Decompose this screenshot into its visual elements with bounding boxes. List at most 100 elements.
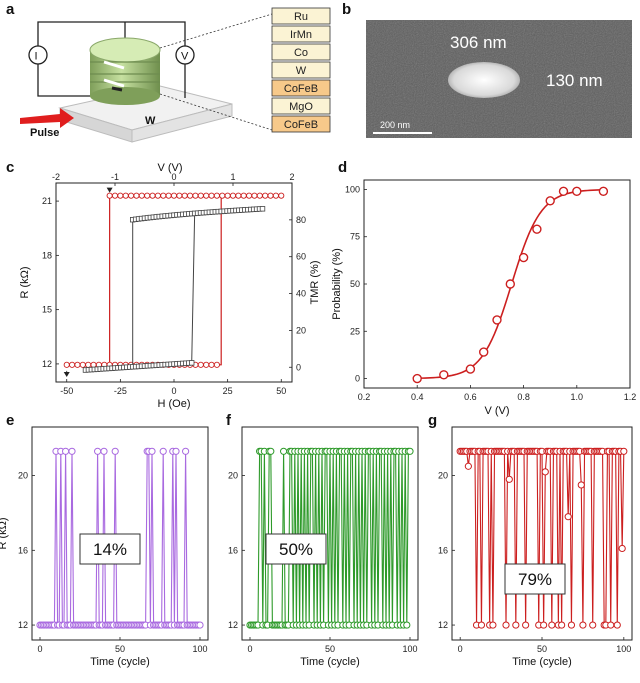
trace-point-e-40 bbox=[100, 447, 108, 455]
mtj-pillar-top bbox=[89, 37, 161, 63]
x-tick-label-e-0: 0 bbox=[37, 644, 42, 654]
trace-point-g-30 bbox=[505, 475, 513, 483]
rh-point-high-29 bbox=[160, 192, 167, 199]
y-axis-label-c: R (kΩ) bbox=[19, 266, 31, 298]
trace-point-g-5 bbox=[464, 462, 472, 470]
rh-point-high-13 bbox=[117, 192, 124, 199]
y-tick-label-f-0: 12 bbox=[228, 620, 238, 630]
sem-scalebar-label: 200 nm bbox=[380, 120, 410, 130]
probability-box-f bbox=[265, 533, 327, 565]
probability-point-7 bbox=[532, 224, 542, 234]
layer-label-0: Ru bbox=[294, 11, 308, 23]
x-tick-label-e-1: 50 bbox=[115, 644, 125, 654]
y-tick-label-d-1: 25 bbox=[350, 326, 360, 336]
y-tick-label-f-1: 16 bbox=[228, 545, 238, 555]
x-tick-label-d-1: 0.4 bbox=[411, 392, 424, 402]
x-tick-label-c-0: -50 bbox=[60, 386, 73, 396]
layer-label-3: W bbox=[296, 65, 307, 77]
x2-tick-label-c-0: -2 bbox=[52, 172, 60, 182]
substrate-side bbox=[131, 103, 233, 143]
y-tick-label-g-1: 16 bbox=[438, 545, 448, 555]
rh-point-high-41 bbox=[192, 192, 199, 199]
trace-point-f-100 bbox=[406, 447, 414, 455]
rh-point-high-43 bbox=[197, 192, 204, 199]
probability-point-5 bbox=[505, 279, 515, 289]
rh-point-high-55 bbox=[246, 192, 253, 199]
y-tick-label-d-0: 0 bbox=[355, 374, 360, 384]
trace-point-f-21 bbox=[280, 447, 288, 455]
x-axis-label-c: H (Oe) bbox=[158, 398, 191, 410]
y-tick-label-e-1: 16 bbox=[18, 545, 28, 555]
trace-point-g-66 bbox=[564, 513, 572, 521]
trace-point-g-28 bbox=[502, 621, 510, 629]
x2-tick-label-c-2: 0 bbox=[171, 172, 176, 182]
substrate-label: W bbox=[145, 115, 156, 127]
rh-point-high-59 bbox=[267, 192, 274, 199]
y-tick-label-e-0: 12 bbox=[18, 620, 28, 630]
rh-point-low-46 bbox=[208, 361, 215, 368]
rh-point-high-19 bbox=[133, 192, 140, 199]
plot-frame-d bbox=[363, 179, 631, 389]
trace-point-e-47 bbox=[111, 447, 119, 455]
rh-point-low-1 bbox=[69, 361, 76, 368]
y-axis-label-e: R (kΩ) bbox=[0, 517, 9, 549]
x-tick-label-d-5: 1.2 bbox=[624, 392, 637, 402]
probability-point-4 bbox=[492, 315, 502, 325]
y2-tick-label-c-0: 0 bbox=[296, 362, 301, 372]
layer-box-2 bbox=[271, 43, 331, 61]
y-tick-label-c-0: 12 bbox=[42, 359, 52, 369]
y-tick-label-d-3: 75 bbox=[350, 232, 360, 242]
trace-point-g-81 bbox=[589, 621, 597, 629]
trace-point-g-92 bbox=[607, 621, 615, 629]
rh-loop-down bbox=[66, 195, 282, 366]
rh-point-high-9 bbox=[106, 192, 113, 199]
rh-point-high-37 bbox=[181, 192, 188, 199]
rh-point-low-42 bbox=[197, 361, 204, 368]
layer-label-4: CoFeB bbox=[284, 83, 318, 95]
x-tick-label-f-0: 0 bbox=[247, 644, 252, 654]
rh-point-high-56 bbox=[251, 192, 258, 199]
trace-point-e-36 bbox=[94, 447, 102, 455]
y-tick-label-c-3: 21 bbox=[42, 196, 52, 206]
trace-point-g-40 bbox=[522, 621, 530, 629]
panel-f-label: f bbox=[226, 412, 232, 429]
trace-point-g-96 bbox=[613, 621, 621, 629]
rh-point-high-61 bbox=[278, 192, 285, 199]
ammeter-symbol: I bbox=[35, 51, 38, 63]
circuit-wire-left bbox=[37, 62, 95, 97]
probability-point-9 bbox=[558, 186, 569, 197]
rh-point-high-54 bbox=[240, 192, 247, 199]
panel-d-label: d bbox=[338, 159, 347, 176]
trace-point-e-20 bbox=[68, 447, 76, 455]
trace-point-g-62 bbox=[558, 621, 566, 629]
trace-line-g bbox=[460, 450, 625, 626]
probability-label-f: 50% bbox=[279, 540, 313, 559]
x-tick-label-g-1: 50 bbox=[537, 644, 547, 654]
tmr-point-high-81 bbox=[259, 206, 266, 212]
x-tick-label-g-2: 100 bbox=[616, 644, 631, 654]
trace-point-g-20 bbox=[489, 621, 497, 629]
trace-point-e-77 bbox=[159, 447, 167, 455]
sem-pillar bbox=[448, 62, 520, 98]
x-tick-label-c-3: 25 bbox=[223, 386, 233, 396]
rh-point-high-49 bbox=[213, 192, 220, 199]
rh-point-low-3 bbox=[79, 361, 86, 368]
sem-width-label: 130 nm bbox=[546, 71, 603, 90]
trace-point-g-56 bbox=[548, 621, 556, 629]
rh-point-low-2 bbox=[74, 361, 81, 368]
trace-point-g-99 bbox=[618, 544, 626, 553]
layer-label-1: IrMn bbox=[290, 29, 312, 41]
chart-d: 0.2 0.4 0.6 0.8 1.0 1.2 0 25 50 75 100 V (V) Probabi… bbox=[331, 179, 637, 417]
x2-tick-label-c-4: 2 bbox=[289, 172, 294, 182]
y2-tick-label-c-2: 40 bbox=[296, 289, 306, 299]
magnetization-arrows bbox=[103, 60, 125, 92]
probability-label-g: 79% bbox=[518, 570, 552, 589]
trace-point-e-91 bbox=[182, 447, 190, 455]
x2-axis-label-c: V (V) bbox=[157, 162, 182, 174]
x2-tick-label-c-1: -1 bbox=[111, 172, 119, 182]
rh-point-high-35 bbox=[176, 192, 183, 199]
layer-label-6: CoFeB bbox=[284, 119, 318, 131]
x-axis-label-e: Time (cycle) bbox=[90, 656, 149, 668]
probability-point-3 bbox=[479, 347, 489, 357]
trace-point-f-13 bbox=[267, 447, 275, 455]
